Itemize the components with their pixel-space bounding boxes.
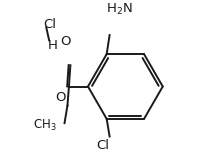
Text: CH$_3$: CH$_3$ — [33, 118, 56, 133]
Text: H: H — [48, 39, 58, 52]
Text: Cl: Cl — [43, 18, 56, 31]
Text: O: O — [61, 35, 71, 48]
Text: Cl: Cl — [96, 139, 109, 152]
Text: O: O — [56, 91, 66, 104]
Text: H$_2$N: H$_2$N — [106, 2, 133, 17]
